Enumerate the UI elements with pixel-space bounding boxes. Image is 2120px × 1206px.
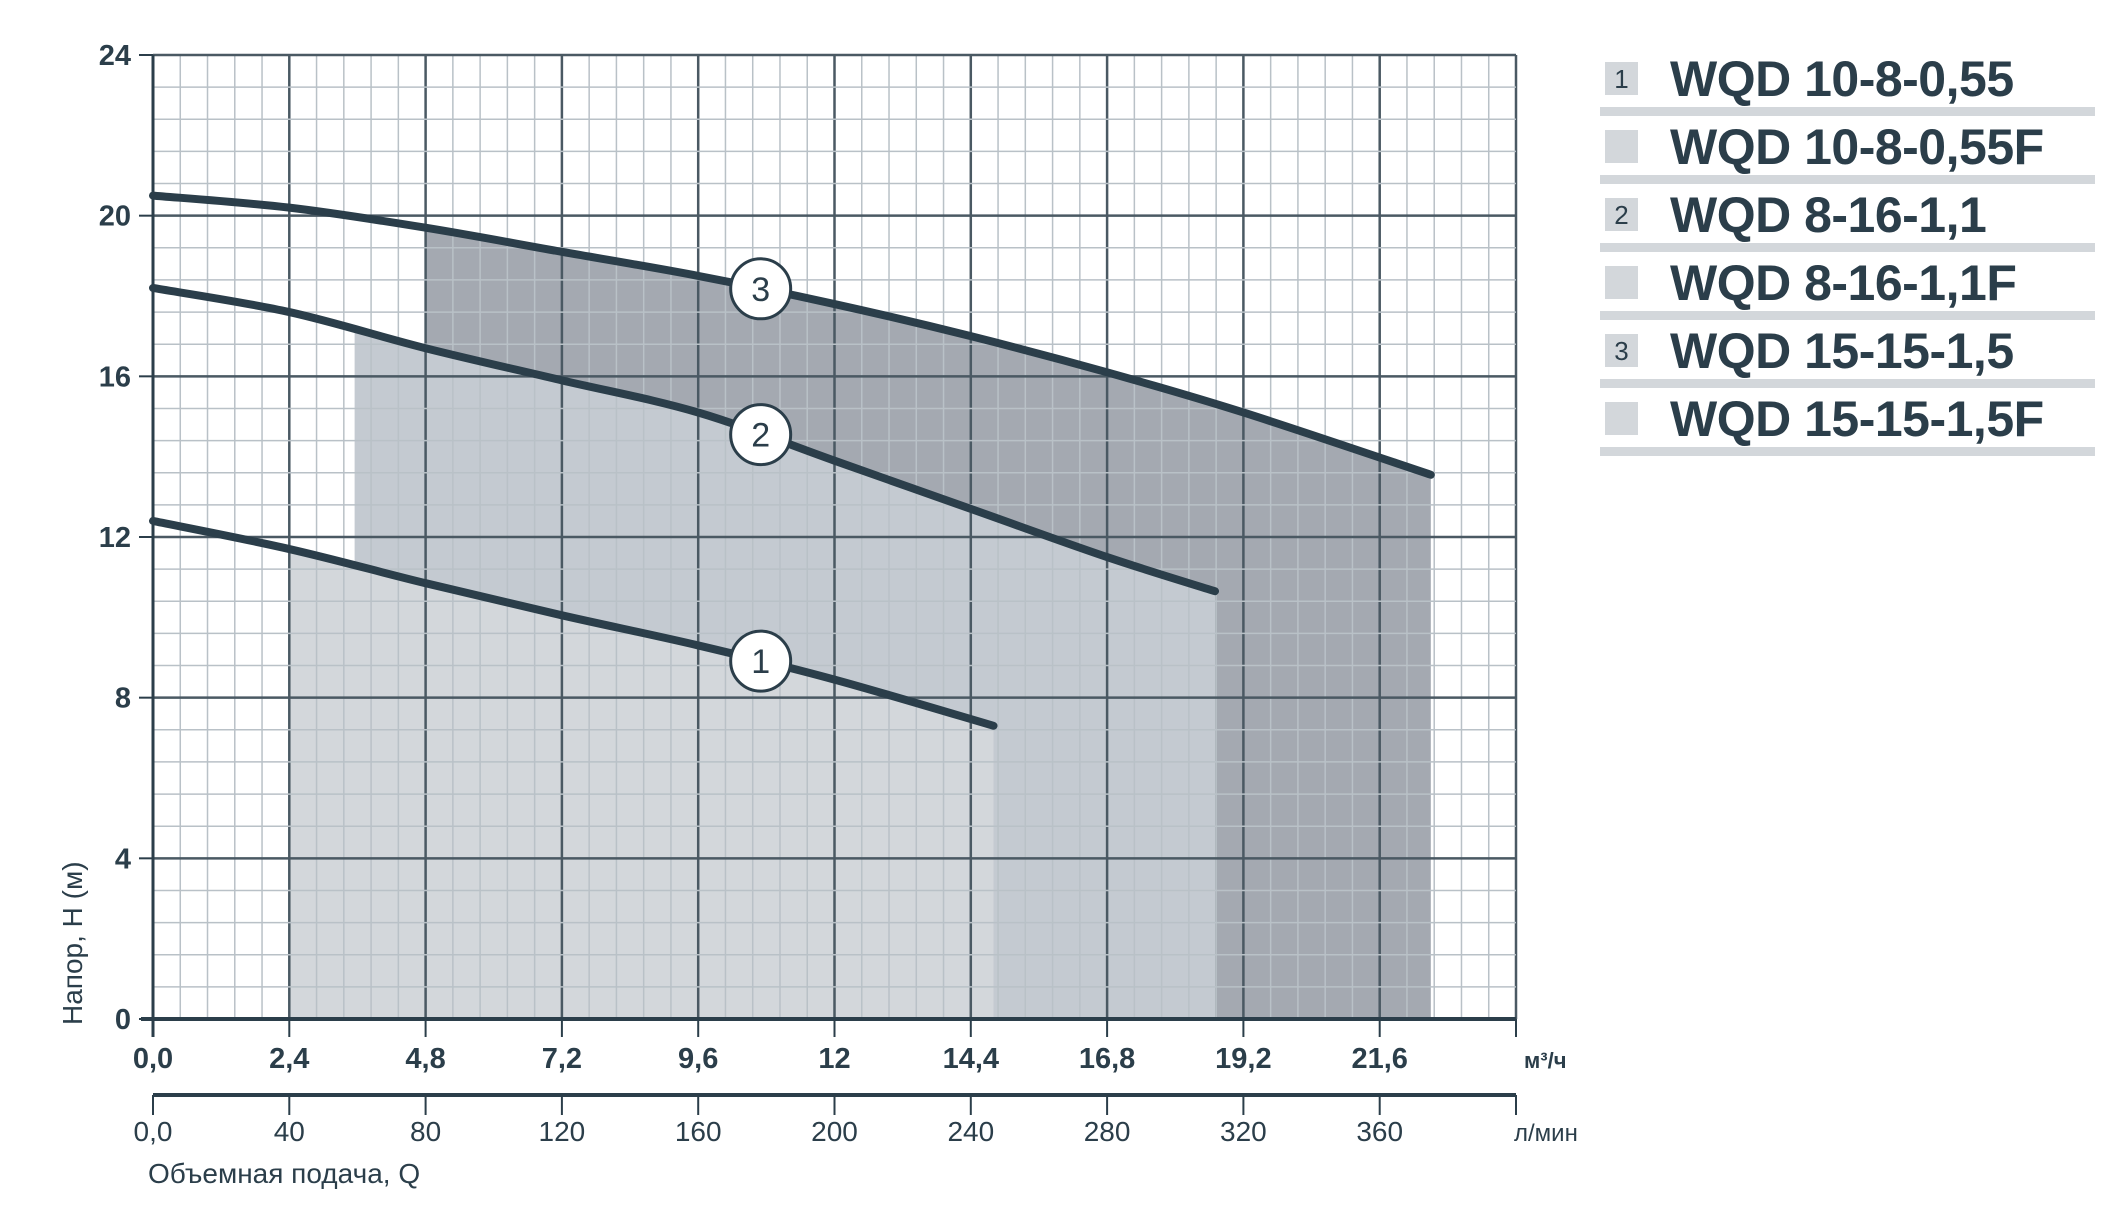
y-tick-label: 24 (99, 40, 131, 72)
curve-label-circle (729, 257, 793, 321)
curve-label: 1 (751, 643, 770, 681)
x2-tick-label: 320 (1220, 1116, 1267, 1147)
x2-tick-label: 0,0 (134, 1116, 173, 1147)
x-tick-label: 19,2 (1215, 1043, 1271, 1075)
x2-tick-label: 240 (947, 1116, 994, 1147)
x2-tick-label: 360 (1356, 1116, 1403, 1147)
legend-label: WQD 15-15-1,5 (1670, 323, 2014, 379)
y-tick-label: 0 (115, 1004, 131, 1036)
curve-1 (149, 516, 998, 730)
curve-label: 3 (751, 271, 770, 309)
legend-item: WQD 8-16-1,1F (1600, 252, 2095, 320)
legend-label: WQD 8-16-1,1 (1670, 187, 1987, 243)
legend-swatch: 3 (1605, 334, 1638, 367)
x-tick-label: 2,4 (269, 1043, 309, 1075)
curve-label-circle (729, 403, 793, 467)
y-axis-title: Напор, Н (м) (57, 861, 88, 1025)
x2-tick-label: 40 (274, 1116, 305, 1147)
legend-item: 3 WQD 15-15-1,5 (1600, 320, 2095, 388)
x-tick-label: 21,6 (1351, 1043, 1407, 1075)
x2-tick-label: 120 (539, 1116, 586, 1147)
x-tick-label: 7,2 (542, 1043, 582, 1075)
x-tick-label: 9,6 (678, 1043, 718, 1075)
y-tick-label: 20 (99, 201, 131, 233)
legend-item: 2 WQD 8-16-1,1 (1600, 184, 2095, 252)
y-tick-label: 12 (99, 522, 131, 554)
x-tick-label: 12 (818, 1043, 850, 1075)
x2-tick-label: 160 (675, 1116, 722, 1147)
x-tick-label: 4,8 (405, 1043, 445, 1075)
x2-tick-label: 200 (811, 1116, 858, 1147)
legend-swatch (1605, 266, 1638, 299)
y-tick-label: 4 (115, 843, 131, 875)
curve-2 (149, 283, 1219, 596)
work-range-area-1 (289, 549, 994, 1019)
y-tick-label: 8 (115, 683, 131, 715)
legend-label: WQD 15-15-1,5F (1670, 391, 2044, 447)
x-tick-label: 14,4 (943, 1043, 999, 1075)
x-unit-label: м³/ч (1524, 1048, 1567, 1073)
x2-tick-label: 280 (1084, 1116, 1131, 1147)
x-tick-label: 16,8 (1079, 1043, 1135, 1075)
x-axis-title: Объемная подача, Q (148, 1158, 420, 1189)
curve-label: 2 (751, 417, 770, 455)
legend-item: WQD 10-8-0,55F (1600, 116, 2095, 184)
x-tick-label: 0,0 (133, 1043, 173, 1075)
legend-swatch (1605, 130, 1638, 163)
x2-tick-label: 80 (410, 1116, 441, 1147)
x2-unit-label: л/мин (1514, 1120, 1578, 1147)
legend-item: WQD 15-15-1,5F (1600, 388, 2095, 456)
curve-label-circle (729, 629, 793, 693)
legend-swatch: 2 (1605, 198, 1638, 231)
legend-item: 1 WQD 10-8-0,55 (1600, 48, 2095, 116)
legend-swatch (1605, 402, 1638, 435)
legend: 1 WQD 10-8-0,55 WQD 10-8-0,55F 2 WQD 8-16-… (1600, 48, 2095, 456)
legend-label: WQD 10-8-0,55 (1670, 51, 2014, 107)
legend-label: WQD 8-16-1,1F (1670, 255, 2017, 311)
legend-label: WQD 10-8-0,55F (1670, 119, 2044, 175)
y-tick-label: 16 (99, 361, 131, 393)
legend-swatch: 1 (1605, 62, 1638, 95)
